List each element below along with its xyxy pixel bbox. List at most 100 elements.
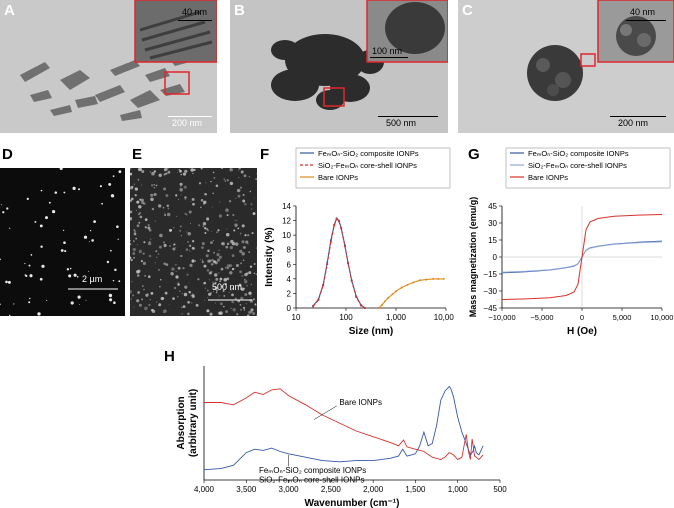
sem-particle	[209, 312, 213, 316]
sem-particle	[249, 190, 252, 193]
sem-particle	[248, 291, 252, 295]
tem-image-a	[0, 0, 217, 133]
sem-particle	[234, 242, 239, 246]
sem-particle	[238, 169, 240, 171]
sem-particle	[175, 215, 178, 218]
sem-particle	[242, 306, 246, 309]
sem-particle	[133, 232, 137, 236]
sem-particle	[188, 244, 192, 247]
sem-particle	[147, 241, 152, 246]
sem-particle	[170, 228, 172, 231]
sem-particle	[130, 210, 133, 214]
sem-particle	[203, 281, 207, 285]
legend-entry: FeₘOₙ-SiO₂ composite IONPs	[318, 149, 419, 158]
sem-particle	[218, 214, 223, 218]
sem-particle	[213, 176, 216, 179]
sem-particle	[216, 289, 218, 292]
sem-particle	[255, 172, 257, 175]
sem-particle	[199, 206, 202, 209]
sem-particle	[228, 291, 230, 293]
y-axis-title: Intensity (%)	[264, 227, 275, 286]
series-line	[204, 388, 484, 461]
sem-particle	[224, 283, 227, 286]
y-tick-label: 0	[493, 253, 498, 262]
sem-particle	[218, 249, 220, 251]
data-point	[400, 286, 403, 289]
sem-particle	[248, 251, 251, 253]
x-tick-label: 2,500	[321, 485, 342, 494]
y-tick-label: 30	[488, 219, 497, 228]
sem-particle	[200, 168, 203, 170]
scale-bar-a	[168, 116, 212, 117]
sem-particle	[162, 207, 165, 209]
sem-particle	[201, 246, 204, 249]
sem-particle	[240, 170, 244, 174]
sem-particle	[108, 293, 113, 298]
legend-entry: Bare IONPs	[528, 173, 568, 182]
sem-particle	[214, 302, 217, 304]
sem-particle	[205, 182, 207, 184]
sem-particle	[106, 260, 110, 264]
data-point	[337, 220, 340, 223]
scale-label-a-inset: 40 nm	[182, 7, 208, 17]
sem-particle	[229, 168, 233, 172]
sem-particle	[230, 290, 232, 292]
sem-particle	[163, 173, 166, 176]
chart-legend: FeₘOₙ-SiO₂ composite IONPs SiO₂-FeₘOₙ cor…	[505, 147, 671, 189]
data-point	[355, 296, 358, 299]
y-tick-label: 2	[287, 289, 292, 298]
sem-particle	[192, 202, 195, 206]
sem-particle	[144, 226, 147, 229]
sem-particle	[208, 279, 210, 281]
sem-particle	[206, 228, 209, 231]
sem-particle	[184, 169, 188, 173]
data-point	[380, 304, 383, 307]
sem-particle	[143, 241, 146, 244]
x-tick-label: 3,000	[279, 485, 300, 494]
sem-particle	[237, 227, 240, 230]
panel-h: H 4,000 3,500 3,000 2,500 2,000 1,500 1,000 500…	[160, 348, 520, 508]
sem-particle	[39, 277, 43, 281]
sem-particle	[141, 285, 144, 288]
sem-particle	[46, 299, 48, 301]
sem-particle	[175, 246, 177, 248]
sem-particle	[245, 303, 247, 305]
sem-particle	[136, 224, 140, 228]
sem-particle	[110, 194, 115, 198]
sem-particle	[237, 190, 240, 192]
sem-particle	[85, 299, 87, 301]
data-point	[347, 262, 350, 265]
sem-particle	[72, 186, 76, 190]
sem-particle	[225, 310, 228, 313]
sem-particle	[238, 283, 242, 287]
sem-particle	[41, 264, 45, 268]
sem-particle	[136, 270, 140, 274]
panel-label-d: D	[2, 146, 13, 163]
sem-particle	[219, 311, 223, 315]
sem-particle	[40, 245, 43, 248]
x-tick-label: 5,000	[613, 313, 632, 322]
sem-particle	[136, 299, 140, 303]
sem-particle	[241, 224, 245, 228]
series-line	[501, 214, 663, 300]
sem-particle	[24, 274, 27, 276]
sem-particle	[201, 242, 205, 246]
sem-particle	[223, 278, 227, 282]
sem-particle	[207, 249, 210, 253]
sem-particle	[226, 266, 230, 270]
data-point	[412, 281, 415, 284]
sem-particle	[191, 293, 195, 297]
sem-particle	[110, 249, 112, 252]
sem-particle	[181, 293, 183, 295]
sem-particle	[213, 290, 214, 292]
sem-particle	[250, 308, 254, 312]
annotation-leader	[313, 405, 337, 420]
sem-particle	[163, 311, 165, 314]
x-tick-label: −5,000	[530, 313, 553, 322]
sem-particle	[139, 198, 142, 201]
sem-particle	[193, 168, 196, 172]
sem-particle	[134, 187, 138, 191]
sem-particle	[167, 207, 170, 210]
sem-particle	[108, 182, 112, 186]
sem-particle	[226, 264, 231, 268]
